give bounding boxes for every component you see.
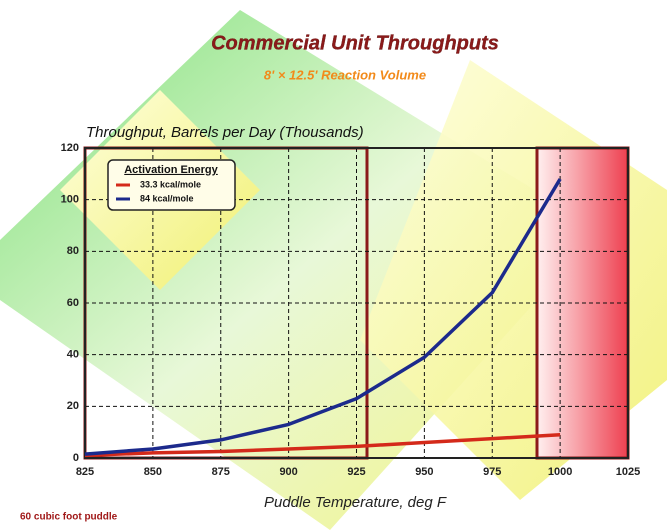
y-tick-label: 80 [67,245,79,257]
x-tick-label: 925 [347,466,365,478]
y-tick-label: 0 [73,452,79,464]
x-tick-label: 1000 [548,466,572,478]
x-tick-label: 900 [279,466,297,478]
plot-frame [84,147,629,459]
y-tick-label: 40 [67,349,79,361]
legend-label: 84 kcal/mole [140,193,194,203]
footnote: 60 cubic foot puddle [20,512,118,523]
x-axis-label: Puddle Temperature, deg F [264,494,447,511]
legend-title: Activation Energy [124,164,218,176]
y-tick-label: 120 [61,142,79,154]
x-tick-label: 1025 [616,466,640,478]
legend: Activation Energy 33.3 kcal/mole 84 kcal/m… [107,159,236,211]
chart-subtitle: 8' × 12.5' Reaction Volume [264,67,426,82]
background [0,10,667,530]
series-line [84,433,561,458]
x-tick-label: 950 [415,466,433,478]
x-tick-label: 975 [483,466,501,478]
y-axis-label: Throughput, Barrels per Day (Thousands) [86,124,364,141]
x-tick-label: 825 [76,466,94,478]
series-line [84,178,562,456]
chart-title: Commercial Unit Throughputs [211,32,499,54]
lines [84,178,562,458]
y-tick-label: 20 [67,400,79,412]
y-tick-label: 60 [67,297,79,309]
legend-box [107,159,236,211]
legend-label: 33.3 kcal/mole [140,179,201,189]
y-tick-label: 100 [61,194,79,206]
x-tick-label: 850 [144,466,162,478]
x-tick-label: 875 [212,466,230,478]
